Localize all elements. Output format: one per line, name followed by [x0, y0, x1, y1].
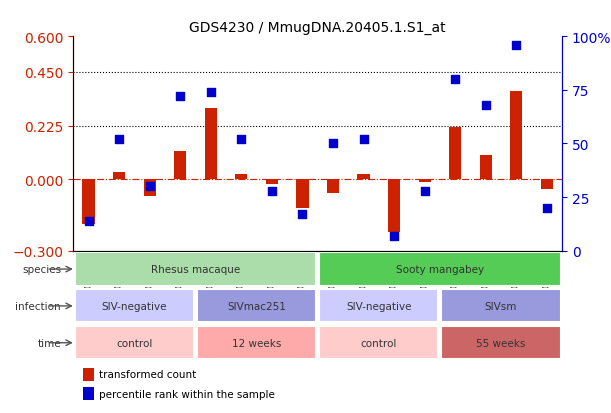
FancyBboxPatch shape	[197, 326, 316, 359]
Text: species: species	[22, 264, 61, 274]
Bar	[296, 180, 309, 208]
Point	[481, 102, 491, 109]
Point	[359, 137, 368, 143]
Bar	[113, 173, 125, 180]
Text: percentile rank within the sample: percentile rank within the sample	[99, 389, 274, 399]
Text: infection: infection	[15, 301, 61, 311]
Bar	[388, 180, 400, 232]
FancyBboxPatch shape	[320, 326, 439, 359]
Text: SIVmac251: SIVmac251	[227, 301, 286, 311]
Text: SIV-negative: SIV-negative	[101, 301, 167, 311]
Bar	[82, 180, 95, 225]
Point	[511, 43, 521, 49]
Bar	[83, 387, 94, 400]
Point	[206, 90, 216, 96]
Title: GDS4230 / MmugDNA.20405.1.S1_at: GDS4230 / MmugDNA.20405.1.S1_at	[189, 21, 446, 35]
Text: control: control	[360, 338, 397, 348]
FancyBboxPatch shape	[320, 253, 561, 286]
Point	[145, 183, 155, 190]
Point	[84, 218, 93, 224]
Point	[450, 77, 460, 83]
Bar	[357, 175, 370, 180]
Point	[175, 94, 185, 100]
FancyBboxPatch shape	[442, 326, 561, 359]
FancyBboxPatch shape	[442, 290, 561, 323]
Text: Sooty mangabey: Sooty mangabey	[396, 264, 484, 274]
Text: SIVsm: SIVsm	[485, 301, 517, 311]
Bar	[480, 156, 492, 180]
Bar	[266, 180, 278, 185]
Point	[298, 211, 307, 218]
Bar	[144, 180, 156, 196]
Bar	[83, 368, 94, 381]
Text: SIV-negative: SIV-negative	[346, 301, 412, 311]
Point	[389, 233, 399, 240]
Point	[114, 137, 124, 143]
Bar	[419, 180, 431, 182]
Bar	[449, 128, 461, 180]
Bar	[510, 92, 522, 180]
FancyBboxPatch shape	[320, 290, 439, 323]
FancyBboxPatch shape	[197, 290, 316, 323]
Point	[420, 188, 430, 195]
Bar	[235, 175, 247, 180]
Bar	[205, 109, 217, 180]
Point	[267, 188, 277, 195]
FancyBboxPatch shape	[75, 326, 194, 359]
Point	[328, 141, 338, 147]
Text: 55 weeks: 55 weeks	[477, 338, 525, 348]
Text: Rhesus macaque: Rhesus macaque	[151, 264, 240, 274]
Text: control: control	[116, 338, 153, 348]
Point	[542, 205, 552, 211]
Bar	[541, 180, 553, 189]
Text: transformed count: transformed count	[99, 369, 196, 379]
Bar	[174, 151, 186, 180]
Text: time: time	[37, 338, 61, 348]
FancyBboxPatch shape	[75, 253, 316, 286]
FancyBboxPatch shape	[75, 290, 194, 323]
Text: 12 weeks: 12 weeks	[232, 338, 281, 348]
Bar	[327, 180, 339, 194]
Point	[236, 137, 246, 143]
